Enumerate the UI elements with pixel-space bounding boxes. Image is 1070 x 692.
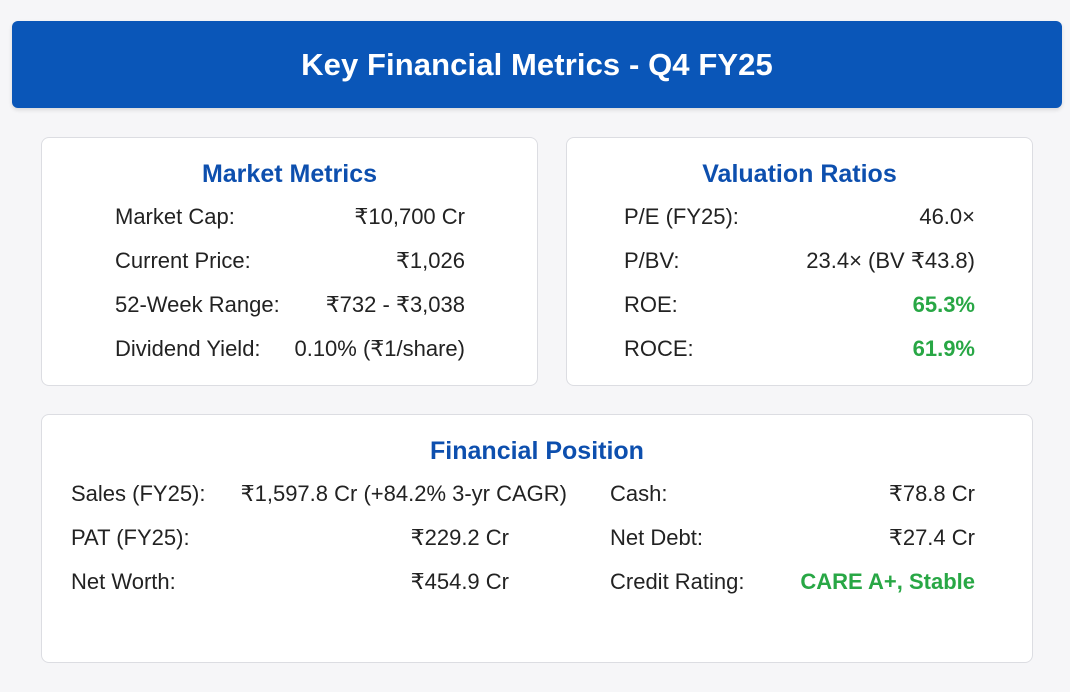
- net-debt-label: Net Debt:: [610, 525, 703, 550]
- current-price-label: Current Price:: [115, 248, 251, 273]
- cash-value: ₹78.8 Cr: [888, 481, 975, 506]
- roe-value: 65.3%: [912, 292, 975, 317]
- pat-row: PAT (FY25): ₹229.2 Cr: [71, 525, 509, 551]
- net-worth-label: Net Worth:: [71, 569, 176, 594]
- sales-label: Sales (FY25):: [71, 481, 206, 506]
- pe-label: P/E (FY25):: [624, 204, 739, 229]
- cash-row: Cash: ₹78.8 Cr: [610, 481, 975, 507]
- pe-value: 46.0×: [919, 204, 975, 229]
- market-cap-row: Market Cap: ₹10,700 Cr: [115, 204, 465, 230]
- pat-value: ₹229.2 Cr: [410, 525, 509, 550]
- pbv-value: 23.4× (BV ₹43.8): [806, 248, 975, 273]
- credit-rating-value: CARE A+, Stable: [800, 569, 975, 594]
- sales-row: Sales (FY25): ₹1,597.8 Cr (+84.2% 3-yr C…: [71, 481, 567, 507]
- pbv-label: P/BV:: [624, 248, 680, 273]
- valuation-ratios-title: Valuation Ratios: [702, 160, 897, 188]
- net-worth-row: Net Worth: ₹454.9 Cr: [71, 569, 509, 595]
- week-range-value: ₹732 - ₹3,038: [325, 292, 465, 317]
- financial-position-title: Financial Position: [430, 437, 644, 465]
- net-debt-row: Net Debt: ₹27.4 Cr: [610, 525, 975, 551]
- credit-rating-row: Credit Rating: CARE A+, Stable: [610, 569, 975, 595]
- page-title: Key Financial Metrics - Q4 FY25: [301, 46, 773, 82]
- dividend-yield-row: Dividend Yield: 0.10% (₹1/share): [115, 336, 465, 362]
- sales-value: ₹1,597.8 Cr (+84.2% 3-yr CAGR): [240, 481, 567, 506]
- roce-row: ROCE: 61.9%: [624, 336, 975, 362]
- roce-label: ROCE:: [624, 336, 694, 361]
- dividend-yield-label: Dividend Yield:: [115, 336, 261, 361]
- net-debt-value: ₹27.4 Cr: [888, 525, 975, 550]
- credit-rating-label: Credit Rating:: [610, 569, 745, 594]
- valuation-ratios-card: Valuation Ratios P/E (FY25): 46.0× P/BV:…: [566, 137, 1033, 386]
- pe-row: P/E (FY25): 46.0×: [624, 204, 975, 230]
- week-range-row: 52-Week Range: ₹732 - ₹3,038: [115, 292, 465, 318]
- current-price-row: Current Price: ₹1,026: [115, 248, 465, 274]
- market-metrics-title: Market Metrics: [201, 160, 378, 188]
- roe-row: ROE: 65.3%: [624, 292, 975, 318]
- market-metrics-card: Market Metrics Market Cap: ₹10,700 Cr Cu…: [41, 137, 538, 386]
- cash-label: Cash:: [610, 481, 668, 506]
- dividend-yield-value: 0.10% (₹1/share): [294, 336, 465, 361]
- market-cap-label: Market Cap:: [115, 204, 235, 229]
- net-worth-value: ₹454.9 Cr: [410, 569, 509, 594]
- roce-value: 61.9%: [912, 336, 975, 361]
- roe-label: ROE:: [624, 292, 678, 317]
- current-price-value: ₹1,026: [395, 248, 465, 273]
- financial-position-card: Financial Position Sales (FY25): ₹1,597.…: [41, 414, 1033, 663]
- page-header: Key Financial Metrics - Q4 FY25: [12, 21, 1062, 108]
- market-cap-value: ₹10,700 Cr: [354, 204, 465, 229]
- pat-label: PAT (FY25):: [71, 525, 190, 550]
- pbv-row: P/BV: 23.4× (BV ₹43.8): [624, 248, 975, 274]
- week-range-label: 52-Week Range:: [115, 292, 280, 317]
